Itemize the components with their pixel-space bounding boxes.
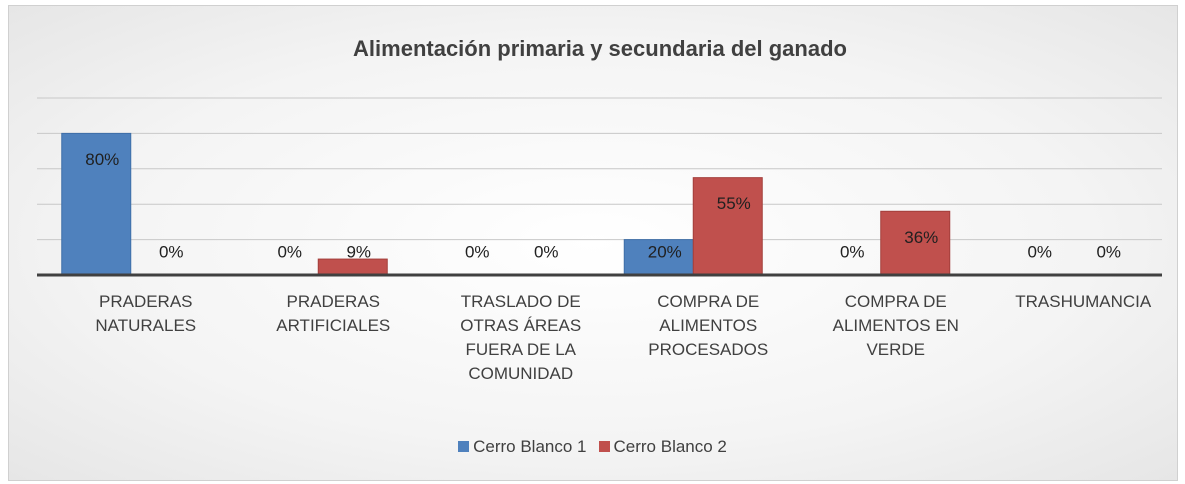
legend-item: Cerro Blanco 2 xyxy=(598,437,727,457)
value-label: 9% xyxy=(346,242,371,261)
value-label: 0% xyxy=(277,242,302,261)
x-tick-label: COMPRA DE ALIMENTOS EN VERDE xyxy=(832,292,959,359)
value-label: 0% xyxy=(159,242,184,261)
value-label: 80% xyxy=(85,150,119,169)
bar xyxy=(623,239,694,276)
value-label: 55% xyxy=(717,194,751,213)
legend-label: Cerro Blanco 2 xyxy=(613,437,727,456)
chart-area xyxy=(8,5,1178,481)
x-tick-label: PRADERAS NATURALES xyxy=(95,292,197,335)
value-label: 0% xyxy=(465,242,490,261)
legend-swatch xyxy=(598,441,610,452)
x-tick-label: TRASLADO DE OTRAS ÁREAS FUERA DE LA COMU… xyxy=(460,292,582,383)
x-tick-label: TRASHUMANCIA xyxy=(1015,292,1152,311)
value-label: 0% xyxy=(840,242,865,261)
value-label: 0% xyxy=(534,242,559,261)
value-label: 0% xyxy=(1096,242,1121,261)
x-tick-label: PRADERAS ARTIFICIALES xyxy=(276,292,391,335)
value-label: 36% xyxy=(904,228,938,247)
x-tick-label: COMPRA DE ALIMENTOS PROCESADOS xyxy=(648,292,769,359)
legend-label: Cerro Blanco 1 xyxy=(473,437,587,456)
value-label: 0% xyxy=(1027,242,1052,261)
chart-title: Alimentación primaria y secundaria del g… xyxy=(353,36,847,61)
bar xyxy=(880,210,951,276)
legend-swatch xyxy=(458,441,470,452)
value-label: 20% xyxy=(648,242,682,261)
legend: Cerro Blanco 1 Cerro Blanco 2 xyxy=(0,437,1185,457)
legend-item: Cerro Blanco 1 xyxy=(458,437,587,457)
bar xyxy=(692,177,763,276)
